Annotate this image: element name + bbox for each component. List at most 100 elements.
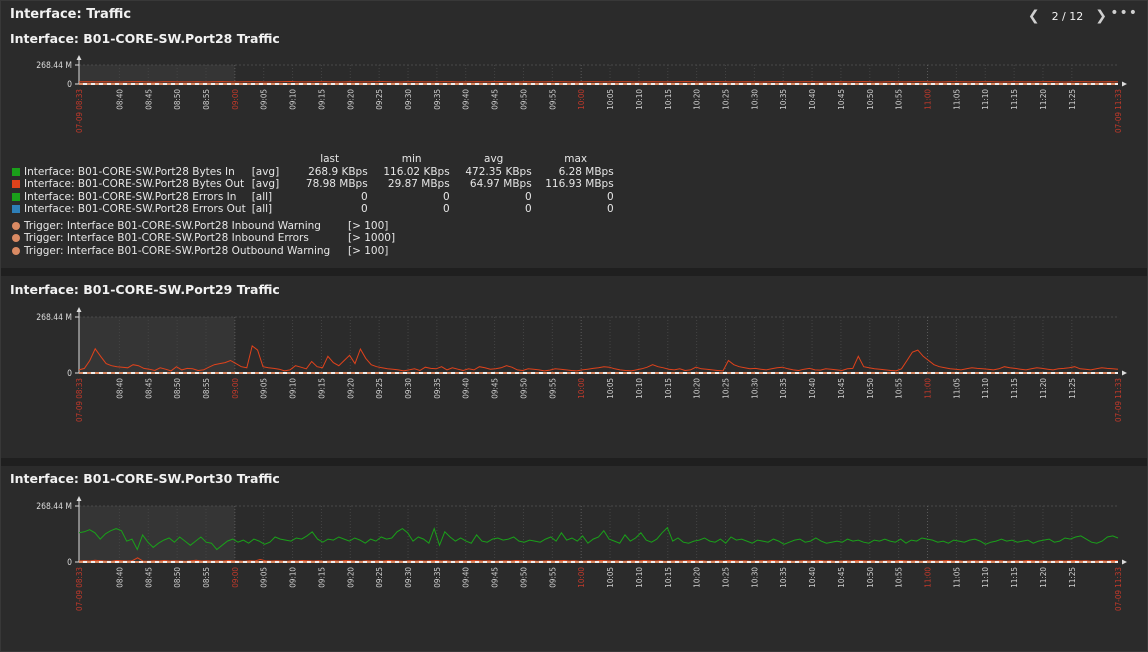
legend-row: Interface: B01-CORE-SW.Port28 Errors In …	[12, 191, 620, 204]
x-tick-label: 08:50	[173, 567, 182, 588]
x-tick-label: 11:10	[981, 567, 990, 588]
x-tick-label: 08:50	[173, 378, 182, 399]
x-tick-label: 09:30	[404, 567, 413, 588]
x-tick-label: 10:15	[664, 89, 673, 110]
graph-title: Interface: B01-CORE-SW.Port29 Traffic	[10, 282, 280, 297]
x-tick-label: 09:45	[491, 89, 500, 110]
x-tick-label: 09:35	[433, 567, 442, 588]
legend-item-avg: 0	[456, 203, 538, 216]
trigger-dot-icon	[12, 247, 20, 255]
x-tick-label: 09:10	[289, 567, 298, 588]
legend-item-func: [avg]	[252, 166, 292, 179]
x-tick-label: 09:45	[491, 378, 500, 399]
x-tick-label: 09:00	[231, 567, 240, 588]
pager: ❮ 2 / 12 ❯	[1028, 8, 1107, 24]
legend-item-min: 0	[374, 203, 456, 216]
x-tick-label: 10:10	[635, 378, 644, 399]
legend-item-max: 0	[538, 203, 620, 216]
trigger-row: Trigger: Interface B01-CORE-SW.Port28 In…	[12, 220, 401, 233]
x-tick-label: 10:40	[808, 378, 817, 399]
y-axis-arrow-icon	[77, 55, 82, 60]
x-tick-label: 11:00	[924, 567, 933, 588]
x-tick-label: 10:20	[693, 89, 702, 110]
x-tick-label: 09:15	[317, 89, 326, 110]
x-tick-label: 10:05	[606, 378, 615, 399]
legend-item-func: [all]	[252, 191, 292, 204]
trigger-row: Trigger: Interface B01-CORE-SW.Port28 In…	[12, 232, 401, 245]
y-max-label: 268.44 M	[36, 502, 72, 512]
chevron-right-icon[interactable]: ❯	[1095, 8, 1107, 24]
y-axis-arrow-icon	[77, 307, 82, 312]
legend-item-max: 6.28 MBps	[538, 166, 620, 179]
color-swatch	[12, 168, 20, 176]
x-tick-label: 10:55	[895, 378, 904, 399]
legend-table: last min avg max Interface: B01-CORE-SW.…	[12, 153, 620, 216]
trigger-row: Trigger: Interface B01-CORE-SW.Port28 Ou…	[12, 245, 401, 258]
legend-item-max: 0	[538, 191, 620, 204]
more-horizontal-icon[interactable]: •••	[1110, 5, 1138, 21]
legend-header-last: last	[292, 153, 374, 166]
x-tick-label: 11:10	[981, 378, 990, 399]
chevron-left-icon[interactable]: ❮	[1028, 8, 1040, 24]
graph-panel-port30: Interface: B01-CORE-SW.Port30 Traffic 08…	[2, 469, 1146, 649]
x-tick-label: 10:05	[606, 89, 615, 110]
x-tick-label: 10:15	[664, 378, 673, 399]
legend-item-last: 0	[292, 191, 374, 204]
legend-item-name: Interface: B01-CORE-SW.Port28 Errors In	[24, 191, 236, 203]
legend-item-avg: 64.97 MBps	[456, 178, 538, 191]
y-min-label: 0	[67, 558, 72, 568]
legend-item-func: [avg]	[252, 178, 292, 191]
legend-header-avg: avg	[456, 153, 538, 166]
x-tick-label: 09:30	[404, 89, 413, 110]
legend-row: Interface: B01-CORE-SW.Port28 Bytes In […	[12, 166, 620, 179]
x-tick-label: 09:40	[462, 567, 471, 588]
legend-header-max: max	[538, 153, 620, 166]
x-tick-label: 08:55	[202, 378, 211, 399]
x-tick-label: 09:10	[289, 378, 298, 399]
shaded-period	[79, 317, 235, 373]
panel-divider	[1, 458, 1147, 466]
x-tick-label: 09:15	[317, 567, 326, 588]
legend-item-avg: 0	[456, 191, 538, 204]
x-tick-label: 11:05	[952, 89, 961, 110]
x-tick-label: 11:20	[1039, 378, 1048, 399]
x-tick-label: 10:45	[837, 378, 846, 399]
x-tick-label: 08:40	[115, 89, 124, 110]
x-tick-label: 09:55	[548, 378, 557, 399]
x-tick-label: 11:05	[952, 378, 961, 399]
x-tick-label: 08:55	[202, 89, 211, 110]
x-tick-label: 09:10	[289, 89, 298, 110]
graph-title: Interface: B01-CORE-SW.Port30 Traffic	[10, 471, 280, 486]
x-tick-label: 10:55	[895, 89, 904, 110]
x-start-label: 07-09 08:33	[75, 567, 84, 611]
x-tick-label: 11:25	[1068, 567, 1077, 588]
x-tick-label: 09:50	[519, 89, 528, 110]
x-tick-label: 10:00	[577, 567, 586, 588]
x-tick-label: 10:15	[664, 567, 673, 588]
trigger-condition: [> 100]	[348, 245, 401, 258]
x-tick-label: 11:20	[1039, 89, 1048, 110]
x-tick-label: 09:50	[519, 567, 528, 588]
x-tick-label: 09:25	[375, 89, 384, 110]
x-tick-label: 10:35	[779, 378, 788, 399]
legend-header-min: min	[374, 153, 456, 166]
page-counter: 2 / 12	[1052, 10, 1084, 23]
x-tick-label: 10:40	[808, 567, 817, 588]
trigger-dot-icon	[12, 234, 20, 242]
x-tick-label: 11:25	[1068, 378, 1077, 399]
x-tick-label: 11:10	[981, 89, 990, 110]
x-tick-label: 10:00	[577, 89, 586, 110]
legend-row: Interface: B01-CORE-SW.Port28 Errors Out…	[12, 203, 620, 216]
x-tick-label: 08:40	[115, 378, 124, 399]
x-tick-label: 08:40	[115, 567, 124, 588]
graph-legend: last min avg max Interface: B01-CORE-SW.…	[12, 153, 620, 257]
trigger-name: Trigger: Interface B01-CORE-SW.Port28 In…	[24, 220, 321, 232]
x-tick-label: 08:55	[202, 567, 211, 588]
legend-item-min: 29.87 MBps	[374, 178, 456, 191]
legend-item-name: Interface: B01-CORE-SW.Port28 Bytes In	[24, 166, 235, 178]
legend-item-name: Interface: B01-CORE-SW.Port28 Errors Out	[24, 203, 246, 215]
